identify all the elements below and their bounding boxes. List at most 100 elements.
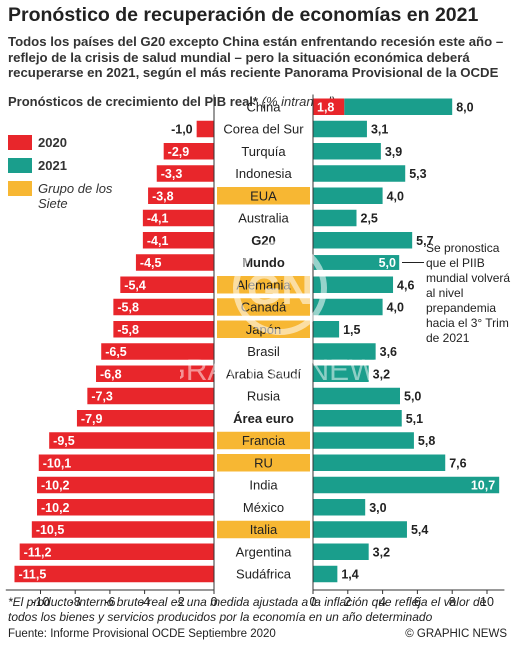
value-2020-japon: -5,8 — [117, 323, 139, 337]
category-label-india: India — [249, 478, 278, 493]
value-2020-arabia-saudi: -6,8 — [100, 367, 122, 381]
value-2020-canada: -5,8 — [117, 301, 139, 315]
bar-2021-rusia — [313, 387, 400, 405]
value-2021-eua: 4,0 — [387, 189, 404, 203]
bar-2020-francia — [49, 432, 214, 449]
value-2020-turquia: -2,9 — [168, 145, 190, 159]
value-2020-alemania: -5,4 — [124, 278, 146, 292]
value-2021-francia: 5,8 — [418, 434, 435, 448]
value-2021-mundo: 5,0 — [379, 256, 396, 270]
value-2021-corea-del-sur: 3,1 — [371, 123, 388, 137]
value-2021-japon: 1,5 — [343, 323, 360, 337]
bar-2020-corea-del-sur — [196, 120, 214, 138]
left-tick-label-5: 0 — [211, 595, 218, 609]
category-label-rusia: Rusia — [247, 389, 281, 404]
category-label-eua: EUA — [250, 188, 277, 203]
left-tick-label-4: -2 — [174, 595, 185, 609]
value-2021-arabia-saudi: 3,2 — [373, 367, 390, 381]
category-label-mundo: Mundo — [242, 255, 285, 270]
value-2020-argentina: -11,2 — [24, 545, 52, 559]
value-2020-g20: -4,1 — [147, 234, 169, 248]
value-2020-mexico: -10,2 — [41, 501, 70, 515]
bar-2020-eua — [148, 187, 214, 204]
right-tick-label-5: 10 — [480, 595, 494, 609]
bar-2020-argentina — [19, 543, 215, 560]
bar-2020-australia — [142, 209, 214, 227]
bar-2020-g20 — [142, 232, 214, 249]
value-2020-india: -10,2 — [41, 479, 70, 493]
value-2021-brasil: 3,6 — [380, 345, 397, 359]
value-2021-alemania: 4,6 — [397, 278, 414, 292]
watermark-text: GRAPHIC NEWS — [180, 354, 380, 387]
category-label-sudafrica: Sudáfrica — [236, 567, 292, 582]
bar-2021-sudafrica — [313, 565, 338, 583]
value-2020-indonesia: -3,3 — [161, 167, 183, 181]
credit-text: © GRAPHIC NEWS — [405, 628, 507, 640]
value-2020-corea-del-sur: -1,0 — [171, 123, 193, 137]
bar-2021-turquia — [313, 143, 381, 160]
bar-2021-indonesia — [313, 165, 406, 182]
category-label-canada: Canadá — [241, 300, 287, 315]
left-tick-label-1: -8 — [70, 595, 81, 609]
value-2020-rusia: -7,3 — [91, 390, 113, 404]
watermark-big: GN — [247, 265, 313, 314]
g7-highlight-ru — [217, 454, 310, 472]
left-tick-label-0: -10 — [31, 595, 49, 609]
value-2020-brasil: -6,5 — [105, 345, 127, 359]
category-label-francia: Francia — [242, 433, 286, 448]
bar-2021-francia — [313, 432, 414, 449]
watermark-logo: GN GRAPHIC NEWS — [180, 241, 380, 387]
bar-2020-alemania — [120, 276, 214, 293]
bar-2020-rusia — [87, 387, 214, 405]
bar-2020-area-euro — [76, 410, 214, 427]
bar-2020-mexico — [37, 499, 214, 516]
bar-2021-g20 — [313, 232, 413, 249]
bar-2021-mexico — [313, 499, 366, 516]
source-text: Fuente: Informe Provisional OCDE Septiem… — [8, 628, 276, 640]
value-2021-canada: 4,0 — [387, 301, 404, 315]
value-2021-china: 8,0 — [456, 100, 473, 114]
value-2020-italia: -10,5 — [36, 523, 65, 537]
value-2021-rusia: 5,0 — [404, 390, 421, 404]
page-title: Pronóstico de recuperación de economías … — [8, 4, 479, 26]
bar-2021-australia — [313, 209, 357, 227]
bar-2020-sudafrica — [14, 565, 214, 583]
category-label-indonesia: Indonesia — [235, 166, 292, 181]
bar-2021-area-euro — [313, 410, 402, 427]
bar-2020-arabia-saudi — [96, 365, 214, 382]
right-tick-label-4: 8 — [449, 595, 456, 609]
bar-2021-mundo — [313, 254, 400, 271]
bar-2020-india — [37, 476, 214, 494]
right-tick-label-0: 0 — [310, 595, 317, 609]
category-label-australia: Australia — [238, 211, 289, 226]
bar-2021-china — [344, 98, 453, 115]
value-2021-india: 10,7 — [471, 479, 495, 493]
value-2021-italia: 5,4 — [411, 523, 428, 537]
legend-swatch-2021 — [8, 158, 32, 173]
bar-2020-italia — [31, 521, 215, 538]
category-label-brasil: Brasil — [247, 344, 280, 359]
right-tick-label-1: 2 — [344, 595, 351, 609]
bar-2021-arabia-saudi — [313, 365, 369, 382]
value-2020-mundo: -4,5 — [140, 256, 162, 270]
bar-2021-brasil — [313, 343, 376, 360]
value-2020-eua: -3,8 — [152, 189, 174, 203]
value-2021-argentina: 3,2 — [373, 545, 390, 559]
g7-highlight-francia — [217, 431, 310, 450]
value-2020-ru: -10,1 — [43, 456, 72, 470]
bar-2021-alemania — [313, 276, 394, 293]
category-label-area-euro: Área euro — [233, 411, 294, 426]
value-2021-mexico: 3,0 — [369, 501, 386, 515]
bar-2020-china — [313, 98, 345, 115]
footnote: *El producto interno bruto real es una m… — [8, 595, 487, 624]
bar-2020-turquia — [163, 143, 214, 160]
right-tick-label-2: 4 — [379, 595, 386, 609]
g7-highlight-eua — [217, 187, 310, 205]
g7-highlight-alemania — [217, 276, 310, 294]
legend-title-text: Pronósticos de crecimiento del PIB real* — [8, 94, 258, 109]
bar-2020-ru — [38, 454, 214, 471]
value-2021-area-euro: 5,1 — [406, 412, 423, 426]
value-2020-francia: -9,5 — [53, 434, 75, 448]
right-tick-label-3: 6 — [414, 595, 421, 609]
legend-label-2021: 2021 — [38, 158, 67, 173]
